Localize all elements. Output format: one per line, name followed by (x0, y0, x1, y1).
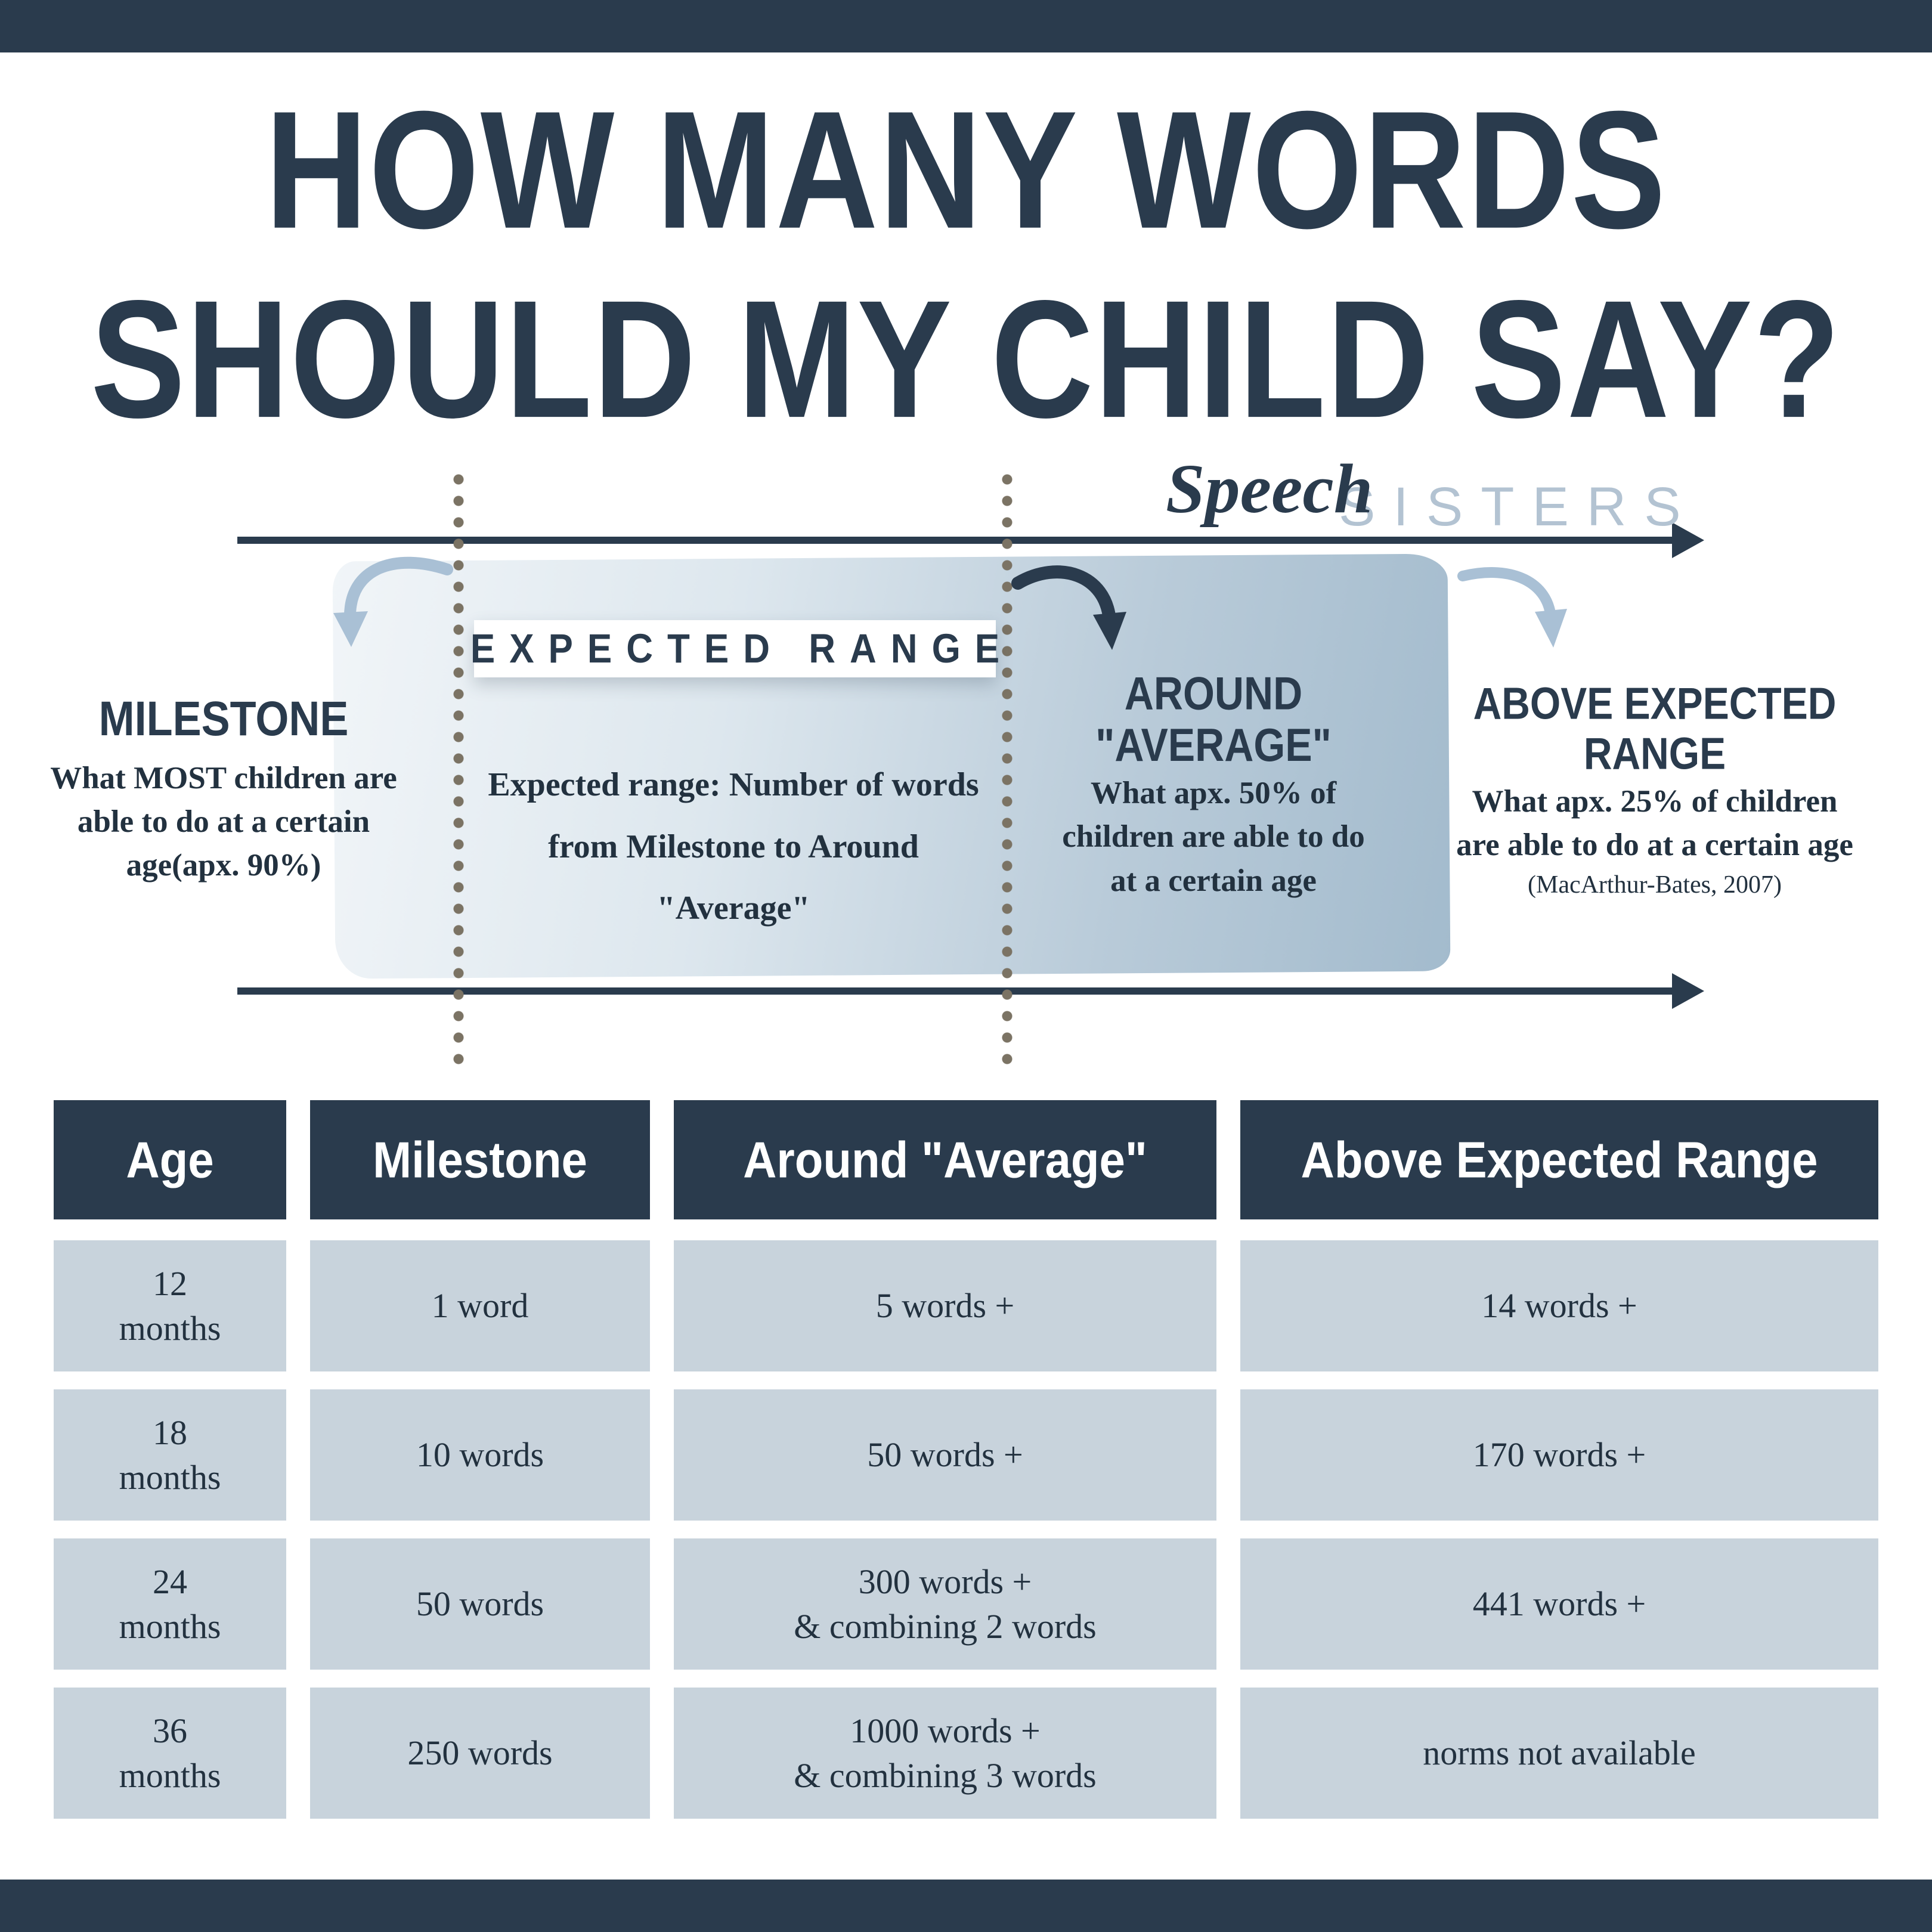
expected-range-description: Expected range: Number of words from Mil… (488, 766, 979, 927)
table-cell-milestone: 1 word (310, 1240, 650, 1371)
milestone-curved-arrow-icon (333, 556, 453, 647)
table-cell-milestone: 10 words (310, 1389, 650, 1521)
above-expected-range-description: What apx. 25% of children are able to do… (1456, 784, 1853, 862)
table-cell-age: 36 months (54, 1688, 286, 1819)
table-header-above-range: Above Expected Range (1240, 1100, 1878, 1219)
table-cell-age: 18 months (54, 1389, 286, 1521)
page-title: HOW MANY WORDS SHOULD MY CHILD SAY? (0, 76, 1932, 453)
above-range-curved-arrow-icon (1457, 567, 1567, 648)
brand-logo-script: Speech (1166, 450, 1373, 528)
table-header-above-range-label: Above Expected Range (1301, 1131, 1818, 1188)
table-cell-milestone: 50 words (310, 1538, 650, 1670)
table-row: 24 months 50 words 300 words + & combini… (54, 1538, 1878, 1670)
dotted-divider-right (1002, 474, 1013, 1073)
dotted-divider-left (453, 474, 464, 1073)
milestone-description: What MOST children are able to do at a c… (50, 760, 397, 883)
above-expected-range-block: ABOVE EXPECTED RANGE What apx. 25% of ch… (1452, 677, 1857, 899)
table-cell-around-average: 50 words + (674, 1389, 1216, 1521)
table-cell-around-average: 5 words + (674, 1240, 1216, 1371)
top-border-bar (0, 0, 1932, 52)
table-header-age: Age (54, 1100, 286, 1219)
expected-range-label-text: EXPECTED RANGE (470, 626, 1014, 671)
table-cell-above-range: 14 words + (1240, 1240, 1878, 1371)
table-cell-around-average: 300 words + & combining 2 words (674, 1538, 1216, 1670)
milestone-heading: MILESTONE (98, 692, 349, 747)
table-cell-milestone: 250 words (310, 1688, 650, 1819)
table-row: 36 months 250 words 1000 words + & combi… (54, 1688, 1878, 1819)
table-row: 12 months 1 word 5 words + 14 words + (54, 1240, 1878, 1371)
table-header-milestone: Milestone (310, 1100, 650, 1219)
table-cell-age: 24 months (54, 1538, 286, 1670)
around-average-curved-arrow-icon (1011, 565, 1126, 650)
around-average-heading: AROUND "AVERAGE" (1095, 668, 1332, 772)
table-header-around-average: Around "Average" (674, 1100, 1216, 1219)
page-title-line1: HOW MANY WORDS (265, 77, 1667, 264)
table-header-row: Age Milestone Around "Average" Above Exp… (54, 1100, 1878, 1219)
timeline-arrow-top-icon (237, 537, 1674, 544)
citation-text: (MacArthur-Bates, 2007) (1527, 871, 1782, 899)
brand-logo-caps: SISTERS (1339, 476, 1699, 537)
table-header-around-average-label: Around "Average" (743, 1131, 1147, 1188)
around-average-block: AROUND "AVERAGE" What apx. 50% of childr… (1046, 668, 1380, 903)
around-average-description: What apx. 50% of children are able to do… (1062, 776, 1365, 898)
table-cell-age: 12 months (54, 1240, 286, 1371)
table-row: 18 months 10 words 50 words + 170 words … (54, 1389, 1878, 1521)
timeline-arrow-bottom-icon (237, 987, 1674, 995)
table-header-age-label: Age (126, 1131, 214, 1188)
expected-range-label: EXPECTED RANGE (470, 620, 999, 677)
table-cell-above-range: 170 words + (1240, 1389, 1878, 1521)
table-cell-above-range: norms not available (1240, 1688, 1878, 1819)
word-count-table: Age Milestone Around "Average" Above Exp… (54, 1100, 1878, 1837)
table-cell-around-average: 1000 words + & combining 3 words (674, 1688, 1216, 1819)
table-cell-above-range: 441 words + (1240, 1538, 1878, 1670)
table-header-milestone-label: Milestone (373, 1131, 587, 1188)
page-title-line2: SHOULD MY CHILD SAY? (91, 266, 1841, 453)
above-expected-range-heading: ABOVE EXPECTED RANGE (1473, 677, 1837, 779)
bottom-border-bar (0, 1880, 1932, 1932)
milestone-block: MILESTONE What MOST children are able to… (33, 692, 414, 887)
